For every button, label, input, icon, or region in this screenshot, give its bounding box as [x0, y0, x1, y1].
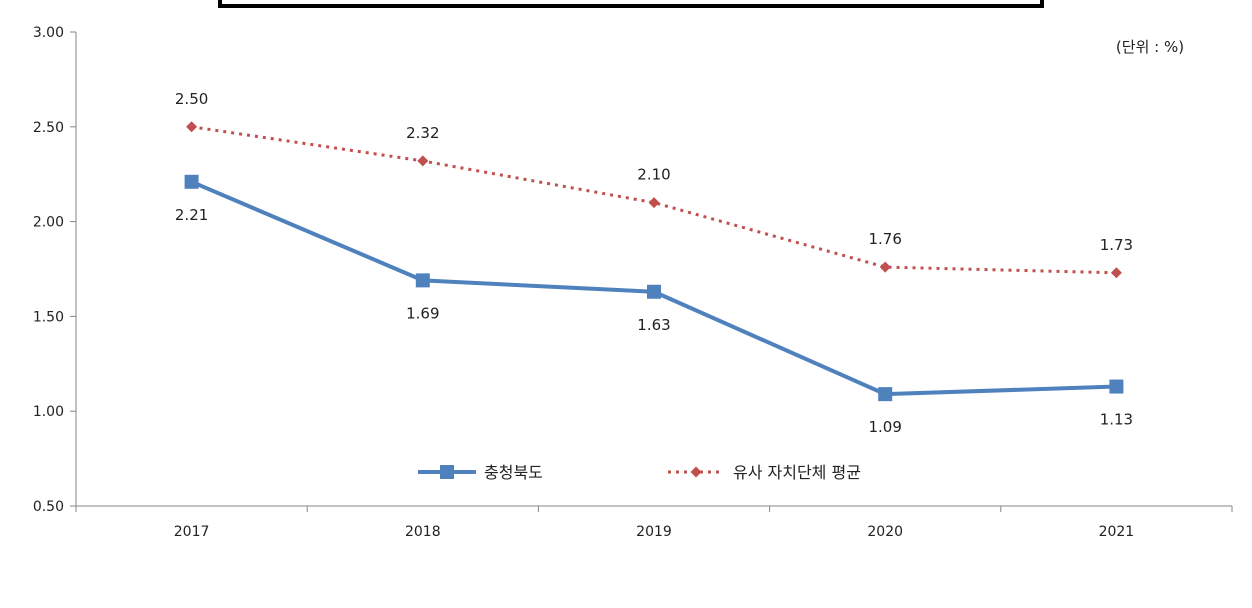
series-layer	[184, 121, 1124, 402]
data-label: 1.73	[1100, 236, 1133, 254]
data-label: 1.63	[637, 316, 670, 334]
legend: 충청북도 유사 자치단체 평균	[418, 463, 861, 482]
data-label: 2.21	[175, 206, 208, 224]
y-tick-label: 1.00	[33, 404, 64, 420]
data-label: 1.13	[1100, 411, 1133, 429]
data-label: 1.69	[406, 304, 439, 322]
data-label: 1.09	[868, 418, 901, 436]
series-2-point	[648, 197, 660, 209]
y-tick-label: 1.50	[33, 309, 64, 325]
x-tick-label: 2020	[867, 524, 903, 540]
legend-marker-2	[690, 466, 702, 478]
y-tick-label: 2.50	[33, 120, 64, 136]
y-tick-label: 2.00	[33, 215, 64, 231]
series-1-point	[878, 387, 893, 402]
legend-label-2: 유사 자치단체 평균	[733, 463, 861, 482]
x-tick-label: 2017	[174, 524, 210, 540]
series-line-2	[191, 125, 1117, 275]
x-tick-label: 2018	[405, 524, 441, 540]
data-label: 2.50	[175, 90, 208, 108]
data-label: 2.32	[406, 124, 439, 142]
data-labels: 2.21 1.69 1.63 1.09 1.13 2.50 2.32 2.10 1.76 1.73	[175, 90, 1133, 436]
series-1-point	[647, 284, 661, 299]
unit-note: (단위 : %)	[1116, 38, 1184, 56]
series-2-point	[1110, 267, 1122, 279]
y-tick-label: 0.50	[33, 499, 64, 515]
axes: 0.50 1.00 1.50 2.00 2.50 3.00 2017 2018 2019 2020…	[33, 25, 1233, 540]
series-1-point	[1109, 379, 1124, 394]
data-label: 2.10	[637, 166, 670, 184]
data-label: 1.76	[868, 230, 901, 248]
series-2-point	[879, 261, 891, 273]
series-2-point	[186, 121, 198, 133]
series-1-point	[184, 174, 199, 189]
x-tick-label: 2019	[636, 524, 672, 540]
title-bar-inner	[222, 0, 1040, 4]
y-tick-label: 3.00	[33, 25, 64, 41]
legend-label-1: 충청북도	[484, 463, 543, 482]
series-1-point	[415, 273, 430, 288]
series-2-point	[417, 155, 429, 167]
legend-marker-1	[440, 465, 454, 479]
x-tick-label: 2021	[1099, 524, 1135, 540]
